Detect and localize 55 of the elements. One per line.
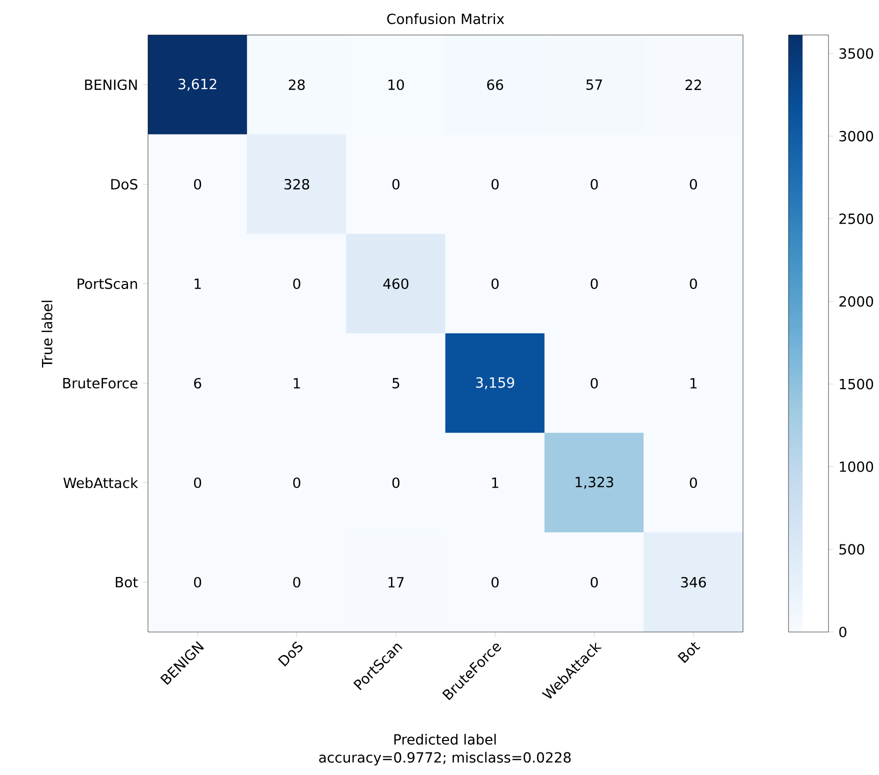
y-tick-label: WebAttack (63, 477, 138, 488)
chart-title: Confusion Matrix (387, 13, 504, 24)
data-label: 0 (293, 278, 300, 290)
color-bar-label: 2500 (839, 213, 874, 224)
data-label: 10 (388, 79, 404, 90)
data-label: 17 (388, 577, 404, 588)
color-bar-label: 3500 (839, 48, 874, 59)
data-label: 0 (590, 576, 598, 588)
color-bar-label: 3000 (839, 130, 874, 142)
y-tick-label: DoS (111, 178, 138, 190)
data-label: 0 (392, 477, 400, 488)
color-bar-label: 2000 (839, 296, 874, 307)
data-label: 0 (293, 477, 300, 488)
data-label: 57 (586, 80, 602, 90)
data-label: 0 (492, 178, 499, 190)
data-label: 0 (293, 576, 300, 588)
color-bar-label: 1000 (840, 461, 874, 472)
text: accuracy=0.9772; misclass=0.0228 (319, 752, 571, 766)
data-label: 1 (690, 378, 697, 388)
y-tick-label: Bot (116, 577, 138, 588)
data-label: 0 (194, 576, 202, 588)
data-label: 0 (392, 178, 400, 190)
data-label: 66 (487, 79, 504, 90)
data-label: 460 (383, 278, 408, 290)
data-label: 1 (194, 278, 201, 289)
data-label: 6 (194, 378, 202, 389)
color-bar-label: 1500 (840, 378, 874, 390)
data-label: 0 (194, 178, 202, 190)
x-axis-title: Predicted label (394, 734, 496, 745)
data-label: 5 (392, 378, 400, 388)
y-axis-title: True label (42, 300, 52, 368)
data-label: 346 (681, 576, 706, 588)
x-tick-label: Bot (678, 642, 700, 664)
y-tick-label: BruteForce (63, 378, 138, 388)
color-bar-label: 0 (839, 626, 846, 638)
data-label: 0 (492, 278, 499, 290)
data-label: 0 (590, 278, 598, 290)
data-label: 0 (492, 576, 499, 588)
color-bar-label: 500 (839, 544, 864, 555)
data-label: 0 (194, 477, 202, 488)
data-label: 3,612 (178, 78, 216, 91)
data-label: 0 (690, 477, 697, 488)
data-label: 1 (294, 378, 300, 388)
data-label: 328 (284, 178, 310, 190)
y-tick-label: PortScan (78, 278, 137, 290)
data-label: 22 (686, 80, 701, 90)
data-label: 1,323 (576, 476, 614, 489)
data-label: 0 (590, 378, 598, 389)
data-label: 1 (492, 478, 498, 488)
y-tick-label: BENIGN (85, 79, 137, 90)
data-label: 0 (590, 178, 598, 190)
data-label: 28 (288, 79, 305, 90)
data-label: 3,159 (476, 377, 514, 390)
data-label: 0 (690, 278, 697, 290)
data-label: 0 (690, 178, 697, 190)
